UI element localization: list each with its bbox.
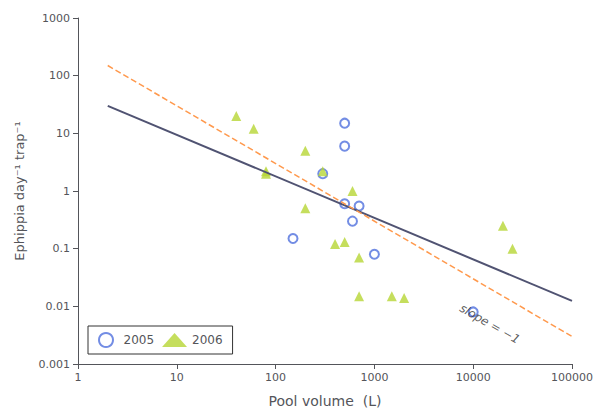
svg-text:Pool volume (L): Pool volume (L): [269, 393, 382, 409]
svg-text:10000: 10000: [456, 371, 491, 384]
svg-text:slope = −1: slope = −1: [457, 301, 522, 347]
svg-text:1: 1: [63, 185, 70, 198]
svg-text:2006: 2006: [192, 333, 223, 347]
svg-text:10: 10: [56, 127, 70, 140]
svg-text:10: 10: [170, 371, 184, 384]
svg-text:Ephippia day⁻¹ trap⁻¹: Ephippia day⁻¹ trap⁻¹: [12, 121, 27, 260]
svg-text:0.001: 0.001: [39, 358, 71, 371]
svg-text:0.01: 0.01: [46, 300, 71, 313]
svg-text:2005: 2005: [124, 333, 155, 347]
svg-text:1000: 1000: [360, 371, 388, 384]
svg-text:0.1: 0.1: [53, 242, 71, 255]
svg-text:100: 100: [49, 69, 70, 82]
svg-text:1000: 1000: [42, 12, 70, 25]
svg-text:100000: 100000: [551, 371, 593, 384]
svg-text:100: 100: [265, 371, 286, 384]
svg-text:1: 1: [75, 371, 82, 384]
